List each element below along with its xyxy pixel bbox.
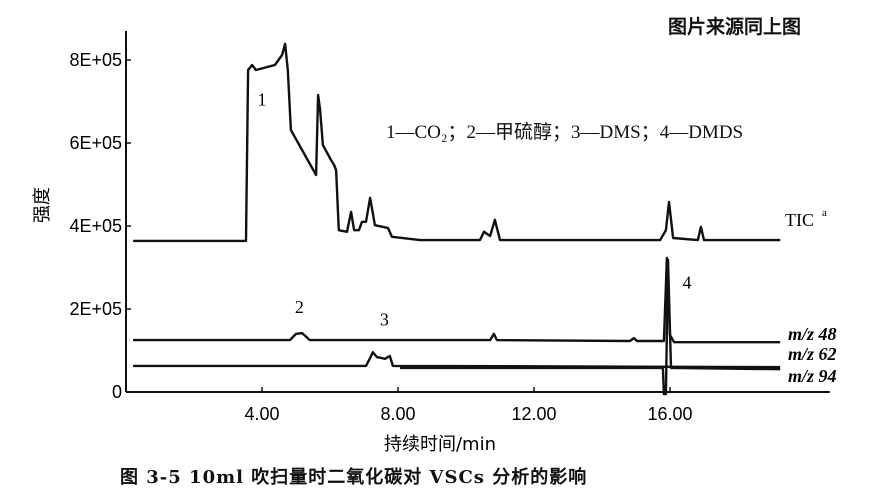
series-label-m-z-94: m/z 94 [788,366,837,386]
x-axis-label: 持续时间/min [384,434,496,455]
series-label-m-z-48: m/z 48 [788,324,837,344]
figure-caption: 图 3-5 10ml 吹扫量时二氧化碳对 VSCs 分析的影响 [120,467,588,488]
source-note: 图片来源同上图 [668,16,802,38]
series-label-m-z-62: m/z 62 [788,344,837,364]
x-tick-label: 8.00 [380,404,415,424]
y-tick-label: 0 [112,382,122,402]
peak-label-2: 2 [295,297,304,317]
trace-m-z-48 [133,256,781,344]
y-axis-label: 强度 [32,187,53,223]
series-label-tic: TIC [785,210,814,230]
series-label-tic-superscript: a [822,207,827,219]
peak-label-4: 4 [683,272,692,292]
y-tick-label: 8E+05 [69,50,122,70]
peak-label-1: 1 [258,90,267,110]
trace-tic [133,42,781,243]
peak-legend: 1—CO₂；2—甲硫醇；3—DMS；4—DMDS [386,122,744,143]
peak-label-3: 3 [380,310,389,330]
x-tick-label: 16.00 [647,404,692,424]
trace-m-z-94 [400,258,781,396]
y-tick-label: 6E+05 [69,133,122,153]
y-tick-label: 2E+05 [69,299,122,319]
x-tick-label: 4.00 [244,404,279,424]
trace-m-z-62 [133,351,781,369]
y-tick-label: 4E+05 [69,216,122,236]
x-tick-label: 12.00 [511,404,556,424]
